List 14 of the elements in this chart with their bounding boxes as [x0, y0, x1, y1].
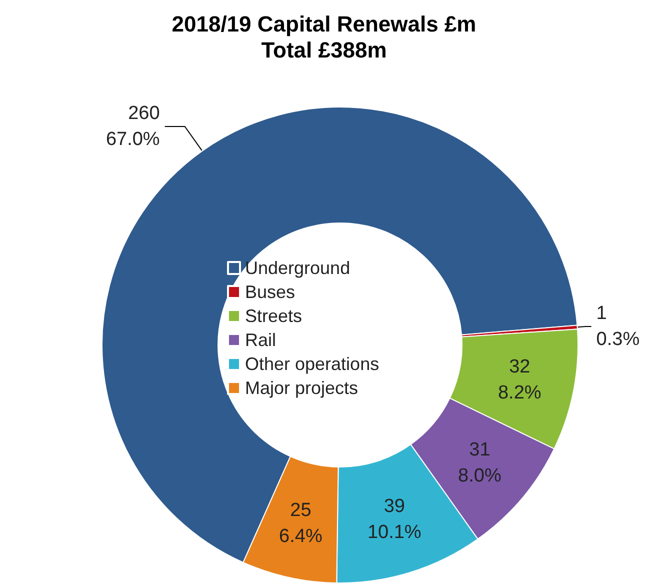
legend-label: Buses [245, 282, 296, 302]
data-label: 32 8.2% [498, 356, 542, 404]
legend-label: Underground [245, 258, 350, 278]
legend-label: Major projects [245, 378, 358, 398]
chart-title: 2018/19 Capital Renewals £m [172, 12, 476, 36]
data-label: 1 0.3% [596, 303, 640, 350]
legend-label: Rail [245, 330, 276, 350]
data-label: 31 8.0% [458, 440, 502, 487]
chart-subtitle: Total £388m [261, 38, 387, 62]
legend-label: Other operations [245, 354, 380, 374]
data-label: 39 10.1% [367, 496, 422, 544]
data-label: 25 6.4% [279, 500, 322, 548]
data-label: 260 67.0% [106, 102, 160, 150]
legend-label: Streets [245, 306, 302, 326]
